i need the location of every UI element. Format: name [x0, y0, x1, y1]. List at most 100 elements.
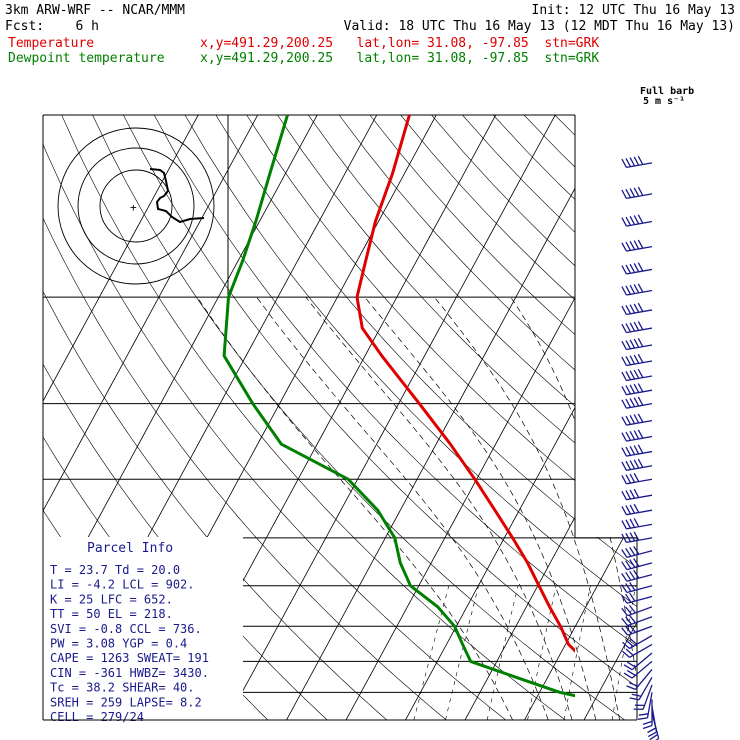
wind-barb-staff — [626, 327, 653, 334]
wind-barb — [621, 368, 653, 382]
wind-barb-flag — [621, 265, 627, 275]
wind-barb-flag — [637, 321, 644, 331]
wind-barb-flag — [633, 472, 640, 482]
wind-barb — [621, 488, 653, 501]
hodograph-ring — [77, 147, 195, 265]
wind-barb-flag — [621, 584, 628, 593]
wind-barb-flag — [621, 416, 627, 426]
wind-barb-staff — [626, 389, 653, 396]
wind-barb-flag — [625, 431, 632, 441]
parcel-info-row: PW = 3.08 YGP = 0.4 — [50, 637, 187, 651]
isotherm-line — [286, 115, 616, 720]
wind-barb-flag — [637, 444, 644, 454]
legend-temperature-info: x,y=491.29,200.25 lat,lon= 31.08, -97.85… — [200, 36, 599, 51]
wind-barb-flag — [621, 371, 627, 381]
wind-barb-flag — [633, 215, 640, 225]
wind-barb-flag — [625, 593, 632, 603]
wind-barb-staff — [626, 289, 653, 296]
wind-barb-flag — [629, 384, 636, 394]
hodograph-trace — [149, 168, 205, 224]
header-valid: Valid: 18 UTC Thu 16 May 13 (12 MDT Thu … — [344, 19, 735, 34]
wind-barb-staff — [626, 450, 653, 457]
isotherm-line — [43, 115, 199, 720]
wind-barb-staff — [626, 465, 653, 471]
dry-adiabat-line — [492, 115, 637, 720]
header-model: 3km ARW-WRF -- NCAR/MMM — [5, 3, 185, 18]
isotherm-line — [464, 115, 637, 720]
wind-barb-flag — [633, 303, 640, 313]
wind-barb-flag — [625, 356, 632, 366]
wind-barb-flag — [633, 518, 640, 528]
dry-adiabat-line — [277, 115, 637, 720]
mixing-ratio-line — [445, 585, 479, 720]
wind-barb-flag — [629, 157, 636, 167]
wind-barb-staff — [626, 403, 653, 409]
wind-barb-flag — [633, 284, 640, 294]
wind-barb-flag — [621, 617, 629, 627]
parcel-info-row: CAPE = 1263 SWEAT= 191 — [50, 651, 209, 665]
wind-barb-flag — [637, 383, 644, 393]
wind-barb-flag — [621, 158, 627, 168]
wind-barb-flag — [633, 263, 640, 273]
wind-barb-flag — [633, 545, 640, 555]
wind-barb — [629, 676, 653, 701]
parcel-info-rows: T = 23.7 Td = 20.0LI = -4.2 LCL = 902.K … — [50, 563, 209, 724]
wind-barb-flag — [629, 370, 636, 380]
wind-barb-flag — [621, 432, 627, 442]
wind-barb — [621, 624, 653, 636]
dry-adiabat-line — [215, 115, 637, 720]
wind-barb — [621, 413, 653, 426]
wind-barb-flag — [625, 285, 632, 295]
wind-barbs — [621, 155, 660, 740]
wind-barb-flag — [633, 156, 640, 166]
wind-barb-staff — [626, 360, 653, 367]
wind-barb-flag — [621, 305, 627, 315]
wind-barb-flag — [625, 505, 632, 515]
wind-barb — [621, 429, 653, 442]
wind-barb — [621, 592, 653, 604]
wind-barb — [621, 558, 653, 571]
wind-barb-flag — [625, 490, 632, 500]
wind-barb-flag — [625, 625, 633, 635]
wind-barb-flag — [625, 639, 634, 647]
wind-barb-flag — [621, 506, 627, 516]
wind-barb-flag — [633, 488, 640, 498]
moist-adiabat-line — [305, 296, 573, 720]
wind-barb-flag — [628, 682, 639, 687]
wind-barb-staff — [629, 634, 653, 650]
wind-barb-staff — [627, 625, 653, 636]
wind-barb-flag — [638, 717, 648, 720]
parcel-info-title: Parcel Info — [87, 541, 173, 556]
moist-adiabat-line — [364, 296, 597, 720]
wind-barb — [623, 660, 653, 679]
dry-adiabat-line — [43, 115, 506, 720]
wind-barb-staff — [626, 193, 653, 200]
wind-barb-staff — [631, 660, 653, 679]
wind-barb-staff — [626, 478, 653, 485]
wind-barb-flag — [629, 559, 636, 568]
isotherm-line — [703, 115, 740, 720]
isotherm-line — [226, 115, 556, 720]
wind-barb-flag — [621, 561, 628, 570]
wind-barb — [621, 503, 653, 516]
wind-barb-flag — [629, 414, 636, 425]
wind-barb-flag — [625, 385, 632, 395]
wind-barb-flag — [633, 569, 640, 579]
moist-adiabat-line — [434, 296, 621, 720]
dry-adiabat-line — [585, 115, 637, 720]
wind-barb — [621, 531, 653, 544]
wind-barb-flag — [638, 713, 649, 716]
wind-barb-flag — [633, 430, 640, 440]
parcel-info-row: T = 23.7 Td = 20.0 — [50, 563, 180, 577]
wind-barb — [649, 713, 660, 740]
wind-barb — [621, 302, 653, 316]
legend-temperature: Temperature — [8, 36, 94, 51]
wind-barb-flag — [637, 262, 644, 272]
wind-barb-staff — [626, 309, 653, 316]
wind-barb-flag — [629, 582, 636, 591]
wind-barb — [633, 684, 653, 710]
wind-barb — [621, 186, 653, 200]
wind-barb-staff — [626, 435, 653, 442]
wind-barb-flag — [633, 240, 640, 250]
wind-barb-flag — [625, 323, 632, 333]
